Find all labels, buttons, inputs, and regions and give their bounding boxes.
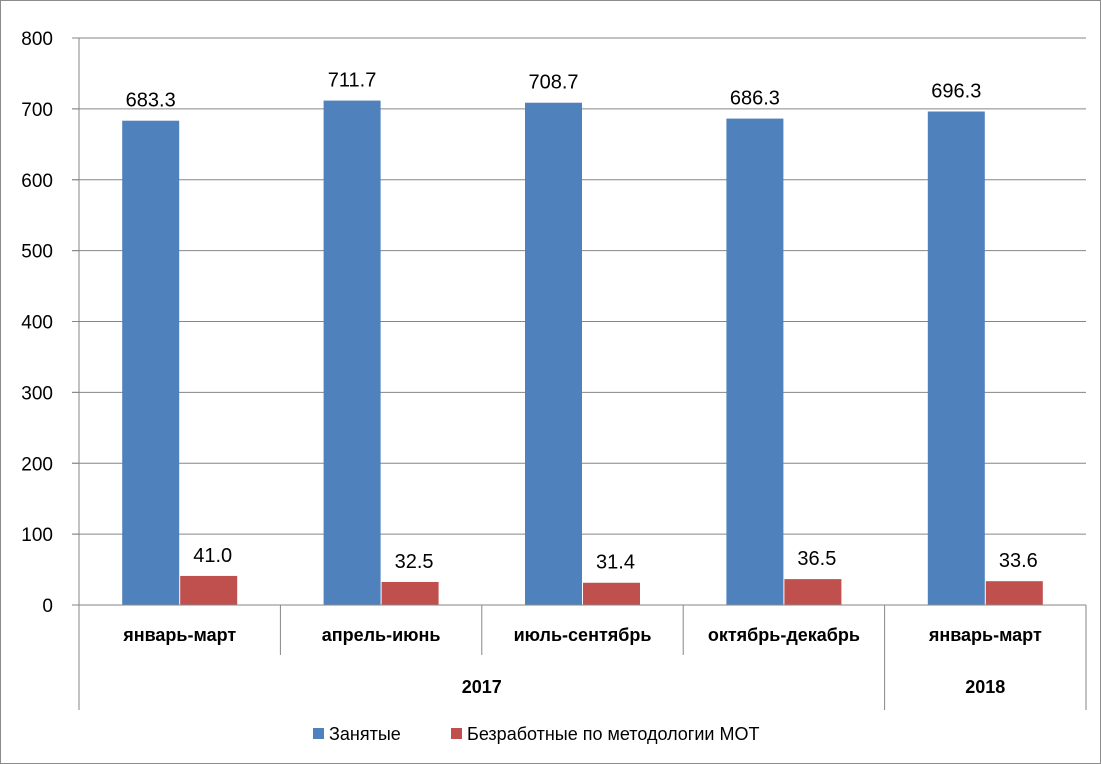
data-label: 32.5 <box>395 551 434 573</box>
bar-unemployed <box>180 575 238 605</box>
bar-unemployed <box>985 581 1043 605</box>
data-label: 686.3 <box>730 88 780 110</box>
y-tick-label: 500 <box>21 242 53 263</box>
data-labels: 683.3 711.7 708.7 686.3 696.3 41.0 32.5 31.4 36.… <box>126 70 1038 574</box>
bar-unemployed <box>381 581 439 605</box>
x-category-label: январь-март <box>928 625 1042 645</box>
data-label: 31.4 <box>596 552 635 574</box>
bar-employed <box>525 102 582 606</box>
bar-employed <box>927 111 985 605</box>
legend-swatch <box>451 728 462 739</box>
bars <box>122 100 1043 606</box>
x-category-label: июль-сентябрь <box>514 625 652 645</box>
y-axis-ticks: 0 100 200 300 400 500 600 700 800 <box>21 29 80 617</box>
x-group-label: 2018 <box>965 677 1005 697</box>
bar-employed <box>122 120 180 606</box>
y-tick-label: 300 <box>21 383 53 404</box>
y-tick-label: 800 <box>21 29 53 50</box>
bar-unemployed <box>583 582 640 605</box>
data-label: 683.3 <box>126 90 176 112</box>
x-group-label: 2017 <box>462 677 502 697</box>
data-label: 711.7 <box>328 70 377 92</box>
y-tick-label: 200 <box>21 454 53 475</box>
data-label: 33.6 <box>999 550 1038 572</box>
x-axis: январь-март апрель-июнь июль-сентябрь октяб… <box>78 604 1087 710</box>
data-label: 36.5 <box>797 548 836 570</box>
legend-swatch <box>313 728 324 739</box>
y-tick-label: 400 <box>21 313 53 334</box>
bar-employed <box>323 100 381 605</box>
bar-employed <box>726 118 784 606</box>
x-category-label: апрель-июнь <box>322 625 441 645</box>
x-category-label: январь-март <box>122 625 236 645</box>
bar-unemployed <box>784 579 842 605</box>
y-tick-label: 600 <box>21 171 53 192</box>
data-label: 696.3 <box>931 80 981 102</box>
data-label: 41.0 <box>193 545 232 567</box>
y-tick-label: 0 <box>42 596 53 617</box>
legend: Занятые Безработные по методологии МОТ <box>313 724 759 744</box>
y-tick-label: 100 <box>21 525 53 546</box>
y-tick-label: 700 <box>21 100 53 121</box>
data-label: 708.7 <box>528 72 578 94</box>
x-category-label: октябрь-декабрь <box>708 625 860 645</box>
legend-label: Занятые <box>329 724 401 744</box>
legend-label: Безработные по методологии МОТ <box>467 724 759 744</box>
